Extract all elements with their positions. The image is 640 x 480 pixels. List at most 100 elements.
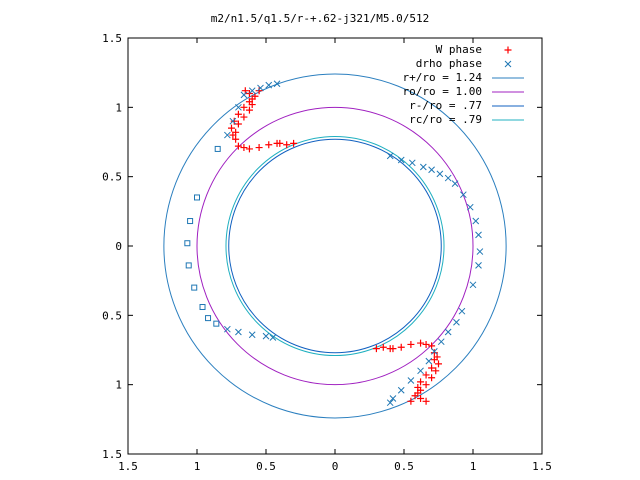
w-phase-point (407, 340, 415, 348)
drho-phase-point (476, 248, 484, 255)
x-tick-label: 1.5 (118, 460, 138, 473)
drho-phase-point (265, 81, 273, 89)
w-phase-point (265, 141, 273, 149)
w-phase-point (229, 131, 237, 139)
w-phase-point (430, 349, 438, 357)
drho-phase-point (269, 334, 277, 341)
drho-phase-point (273, 80, 281, 88)
y-tick-label: 1 (115, 379, 122, 392)
w-phase-point (290, 139, 298, 147)
drho-phase-point (184, 240, 191, 247)
drho-phase-point (407, 377, 415, 384)
drho-phase-point (475, 262, 482, 269)
legend-label: r-/ro = .77 (409, 99, 482, 112)
drho-phase-point (397, 386, 405, 394)
circles-layer (163, 73, 507, 419)
w-phase-point (428, 374, 436, 382)
drho-phase-point (248, 331, 256, 339)
drho-phase-point (451, 180, 459, 187)
drho-phase-point (205, 315, 212, 322)
drho-phase-point (235, 328, 242, 336)
drho-phase-point (185, 262, 192, 269)
y-tick-label: 0.5 (102, 309, 122, 322)
y-tick-label: 0 (115, 240, 122, 253)
x-tick-label: 1 (194, 460, 201, 473)
w-phase-point (411, 392, 419, 400)
y-tick-label: 1.5 (102, 32, 122, 45)
w-phase-point (417, 378, 425, 386)
circle-2 (196, 106, 474, 386)
drho-phase-point (386, 152, 394, 160)
w-phase-point (417, 395, 425, 403)
w-phase-point (240, 144, 248, 152)
drho-phase-point (466, 203, 474, 211)
x-tick-label: 1.5 (532, 460, 552, 473)
w-phase-point (245, 98, 253, 106)
w-phase-point (422, 397, 430, 405)
y-tick-label: 1 (115, 101, 122, 114)
drho-phase-point (425, 357, 433, 365)
w-phase-point (228, 124, 235, 132)
drho-phase-point (248, 87, 256, 95)
w-phase-point (428, 364, 436, 372)
points-layer (184, 80, 484, 407)
drho-phase-point (417, 367, 424, 375)
w-phase-point (255, 87, 263, 95)
w-phase-point (379, 343, 387, 351)
drho-phase-point (419, 163, 427, 171)
drho-phase-point (459, 191, 467, 199)
w-phase-point (389, 345, 397, 353)
drho-phase-point (262, 332, 270, 340)
drho-phase-point (458, 307, 466, 315)
drho-phase-point (229, 117, 237, 125)
drho-phase-point (240, 91, 248, 99)
legend-label: r+/ro = 1.24 (403, 71, 483, 84)
drho-phase-point (428, 166, 435, 174)
x-tick-label: 0.5 (394, 460, 414, 473)
drho-phase-point (408, 159, 416, 167)
drho-phase-point (194, 194, 200, 201)
w-phase-point (240, 103, 248, 111)
drho-phase-point (191, 284, 198, 291)
x-tick-label: 0 (332, 460, 339, 473)
axes-layer: 1.5 1 0.5 0 0.5 1 1.51.510.500.511.5 (102, 32, 552, 473)
drho-phase-point (199, 304, 206, 311)
x-tick-label: 0.5 (256, 460, 276, 473)
w-phase-point (234, 110, 242, 118)
circle-1 (163, 73, 507, 419)
w-phase-point (234, 142, 242, 150)
drho-phase-point (472, 217, 480, 225)
drho-phase-point (436, 170, 444, 178)
circle-3 (228, 138, 442, 354)
drho-phase-point (187, 218, 194, 225)
w-phase-point (245, 106, 253, 114)
drho-phase-point (453, 318, 460, 326)
w-phase-point (432, 367, 440, 375)
w-phase-point (417, 386, 425, 394)
chart-title: m2/n1.5/q1.5/r-+.62-j321/M5.0/512 (211, 12, 430, 25)
w-phase-point (273, 139, 281, 147)
legend-label: ro/ro = 1.00 (403, 85, 482, 98)
drho-phase-point (213, 320, 220, 327)
w-phase-point (283, 141, 291, 149)
drho-phase-point (397, 156, 405, 164)
w-phase-point (417, 339, 425, 347)
drho-phase-point (386, 399, 394, 407)
w-phase-point (255, 144, 263, 152)
drho-phase-point (444, 174, 452, 182)
drho-phase-point (431, 348, 438, 355)
y-tick-label: 1.5 (102, 448, 122, 461)
w-phase-point (245, 145, 253, 153)
legend-label: W phase (436, 43, 482, 56)
w-phase-point (232, 135, 240, 143)
legend-label: drho phase (416, 57, 482, 70)
legend-label: rc/ro = .79 (409, 113, 482, 126)
circle-4 (225, 135, 445, 357)
w-phase-point (397, 343, 405, 351)
x-tick-label: 1 (470, 460, 477, 473)
legend-marker-x (504, 60, 512, 68)
drho-phase-point (469, 281, 477, 289)
drho-phase-point (224, 131, 231, 139)
